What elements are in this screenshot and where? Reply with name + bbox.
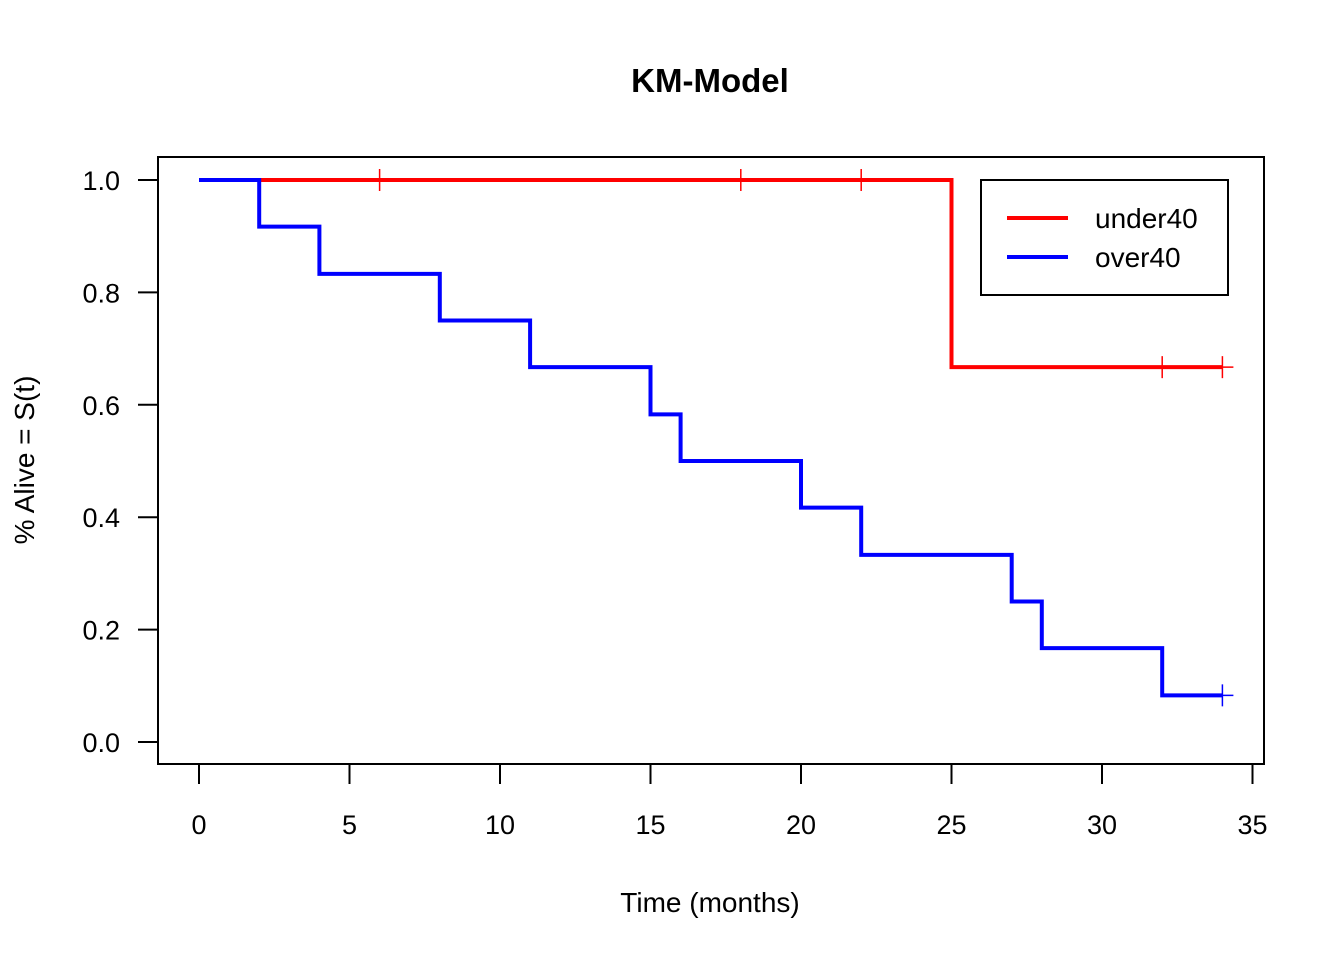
chart-title: KM-Model (631, 62, 789, 99)
series-layer (199, 169, 1234, 707)
y-tick-label: 0.4 (82, 503, 120, 533)
legend-label-under40: under40 (1095, 203, 1198, 234)
series-line-under40 (199, 178, 1223, 370)
y-axis: 0.0 0.2 0.4 0.6 0.8 1.0 (82, 166, 159, 758)
legend-label-over40: over40 (1095, 242, 1181, 273)
y-tick-label: 0.0 (82, 728, 120, 758)
x-tick-label: 20 (786, 810, 816, 840)
x-tick-label: 10 (485, 810, 515, 840)
series-line-over40 (199, 178, 1223, 698)
y-tick-label: 0.8 (82, 278, 120, 308)
x-tick-label: 35 (1237, 810, 1267, 840)
x-tick-label: 30 (1087, 810, 1117, 840)
x-tick-label: 25 (936, 810, 966, 840)
y-tick-label: 1.0 (82, 166, 120, 196)
y-axis-label: % Alive = S(t) (9, 376, 40, 545)
x-axis: 0 5 10 15 20 25 30 35 (191, 763, 1268, 840)
x-tick-label: 15 (635, 810, 665, 840)
y-tick-label: 0.6 (82, 391, 120, 421)
x-tick-label: 5 (342, 810, 357, 840)
legend-box (980, 179, 1229, 296)
y-tick-label: 0.2 (82, 616, 120, 646)
legend: under40 over40 (980, 179, 1229, 296)
x-axis-label: Time (months) (620, 887, 799, 918)
x-tick-label: 0 (191, 810, 206, 840)
